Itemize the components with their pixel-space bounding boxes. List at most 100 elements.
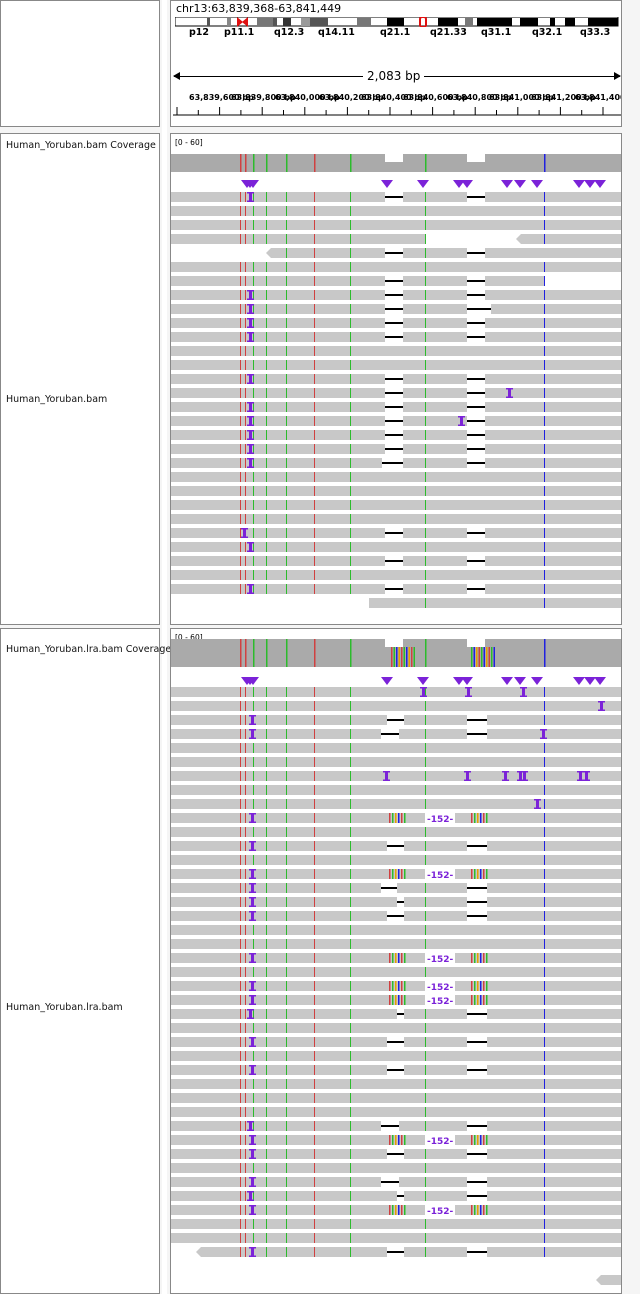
read — [171, 1149, 387, 1159]
read — [485, 528, 621, 538]
mismatch-base — [544, 1247, 545, 1257]
mismatch-base — [544, 1149, 545, 1159]
cytoband-label: q14.11 — [318, 27, 355, 38]
header-name-panel — [0, 0, 160, 127]
read — [404, 911, 467, 921]
mismatch-base — [240, 743, 241, 753]
mismatch-base — [286, 925, 287, 935]
read — [171, 925, 621, 935]
ruler-tick-label: 63,840,000 bp — [275, 93, 340, 102]
mismatch-base — [240, 995, 241, 1005]
mismatch-base — [253, 827, 254, 837]
insertion-triangle — [453, 180, 465, 188]
mismatch-base — [240, 1149, 241, 1159]
insertion-triangle — [461, 677, 473, 685]
read — [485, 276, 544, 286]
mismatch-base — [245, 1163, 246, 1173]
mismatch-base — [350, 388, 351, 398]
mismatch-base — [240, 430, 241, 440]
mismatch-base — [240, 1233, 241, 1243]
mismatch-base — [286, 1107, 287, 1117]
mismatch-base — [253, 500, 254, 510]
mismatch-base — [486, 953, 488, 963]
alignment-track-name[interactable]: Human_Yoruban.lra.bam — [6, 1002, 123, 1013]
read — [171, 220, 621, 230]
mismatch-base — [253, 304, 254, 314]
mismatch-base — [245, 262, 246, 272]
coverage-mismatch — [413, 647, 415, 667]
mismatch-base — [350, 206, 351, 216]
mismatch-base — [253, 757, 254, 767]
chromosome-ideogram[interactable] — [175, 17, 619, 27]
mismatch-base — [266, 1079, 267, 1089]
mismatch-base — [350, 953, 351, 963]
insertion-marker — [521, 771, 528, 773]
mismatch-base — [266, 995, 267, 1005]
mismatch-base — [314, 458, 315, 468]
mismatch-base — [240, 911, 241, 921]
read — [171, 1219, 621, 1229]
mismatch-base — [266, 472, 267, 482]
mismatch-base — [350, 799, 351, 809]
mismatch-base — [483, 869, 485, 879]
span-left-arrow — [173, 72, 180, 80]
mismatch-base — [544, 1177, 545, 1187]
mismatch-base — [544, 1037, 545, 1047]
mismatch-base — [286, 290, 287, 300]
mismatch-base — [253, 1121, 254, 1131]
insertion-marker — [534, 799, 541, 801]
coverage-mismatch — [408, 647, 410, 667]
mismatch-base — [425, 304, 426, 314]
mismatch-base — [314, 1023, 315, 1033]
mismatch-base — [266, 262, 267, 272]
insertion-marker — [583, 779, 590, 781]
mismatch-base — [314, 1107, 315, 1117]
insertion-size-label: -152- — [427, 1137, 454, 1147]
mismatch-base — [240, 332, 241, 342]
mismatch-base — [425, 262, 426, 272]
mismatch-base — [425, 430, 426, 440]
mismatch-base — [404, 1205, 406, 1215]
mismatch-base — [350, 220, 351, 230]
mismatch-base — [425, 841, 426, 851]
alignment-track-name[interactable]: Human_Yoruban.bam — [6, 394, 108, 405]
alignment-view-2[interactable]: -152- -152- -152- -152- -152- -152- -152- — [171, 629, 622, 1294]
coverage-mismatch — [478, 647, 480, 667]
insertion-marker — [247, 200, 254, 202]
insertion-marker — [579, 771, 582, 781]
insertion-marker — [249, 1149, 256, 1151]
ruler-tick-label: 63,841,400 bp — [575, 93, 622, 102]
mismatch-base — [350, 1037, 351, 1047]
mismatch-base — [544, 743, 545, 753]
read — [485, 374, 621, 384]
mismatch-base — [350, 332, 351, 342]
coverage-track-name[interactable]: Human_Yoruban.bam Coverage — [6, 140, 156, 151]
read — [487, 911, 621, 921]
alignment-view-1[interactable] — [171, 134, 622, 625]
mismatch-base — [245, 514, 246, 524]
mismatch-base — [401, 981, 403, 991]
mismatch-base — [314, 757, 315, 767]
read — [171, 1037, 387, 1047]
read — [491, 304, 621, 314]
read — [171, 1121, 381, 1131]
insertion-marker — [247, 304, 254, 306]
mismatch-base — [240, 827, 241, 837]
read — [485, 388, 621, 398]
coverage-mismatch — [350, 639, 352, 667]
read — [171, 1051, 621, 1061]
mismatch-base — [544, 715, 545, 725]
coverage-track-name[interactable]: Human_Yoruban.lra.bam Coverage — [6, 644, 172, 655]
mismatch-base — [245, 953, 246, 963]
insertion-marker — [247, 312, 254, 314]
mismatch-base — [425, 967, 426, 977]
mismatch-base — [544, 500, 545, 510]
mismatch-base — [245, 883, 246, 893]
read — [404, 841, 467, 851]
insertion-marker — [383, 771, 390, 773]
mismatch-base — [240, 374, 241, 384]
mismatch-base — [350, 827, 351, 837]
cytoband — [465, 18, 473, 26]
mismatch-base — [253, 220, 254, 230]
read — [403, 458, 467, 468]
